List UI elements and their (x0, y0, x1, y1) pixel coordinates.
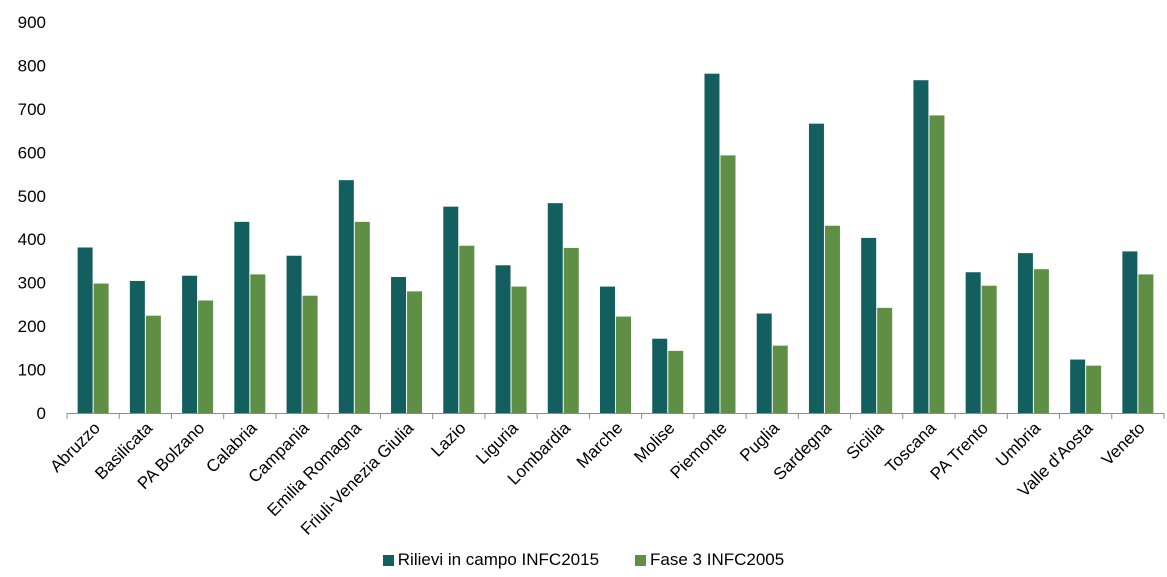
bar-series-1 (808, 123, 824, 413)
bar-series-2 (250, 274, 266, 413)
bar-series-1 (704, 73, 720, 413)
legend-label-series-1: Rilievi in campo INFC2015 (397, 550, 600, 569)
legend-swatch-series-2 (635, 554, 647, 566)
bar-series-2 (1033, 269, 1049, 413)
bar-series-2 (1138, 274, 1154, 413)
bar-series-1 (182, 275, 198, 413)
y-tick-label: 500 (18, 187, 46, 206)
bar-series-1 (913, 80, 929, 413)
bar-series-1 (129, 280, 145, 413)
bar-series-2 (668, 350, 684, 413)
bar-series-2 (1086, 365, 1102, 413)
y-tick-label: 100 (18, 361, 46, 380)
bars (77, 73, 1154, 413)
bar-series-2 (929, 115, 945, 413)
bar-series-1 (861, 237, 877, 413)
bar-series-1 (234, 221, 250, 413)
x-category-label: Piemonte (667, 418, 731, 482)
y-tick-label: 700 (18, 100, 46, 119)
bar-series-1 (286, 255, 302, 413)
x-category-label: Lazio (427, 418, 469, 460)
bar-series-1 (77, 247, 93, 413)
y-tick-label: 800 (18, 56, 46, 75)
x-category-label: PA Trento (927, 418, 992, 483)
bar-series-2 (145, 315, 161, 413)
bar-series-1 (391, 277, 407, 413)
bar-series-2 (772, 345, 788, 413)
bar-series-2 (720, 155, 736, 413)
bar-series-1 (756, 313, 772, 413)
bar-series-2 (302, 295, 318, 413)
legend-item-series-2: Fase 3 INFC2005 (635, 550, 784, 570)
bar-series-2 (354, 221, 370, 413)
bar-series-2 (93, 283, 109, 413)
y-tick-label: 600 (18, 143, 46, 162)
bar-series-2 (877, 307, 893, 413)
bar-series-2 (511, 286, 527, 413)
y-tick-label: 200 (18, 317, 46, 336)
bar-series-2 (824, 225, 840, 413)
bar-series-2 (198, 300, 214, 413)
bar-series-1 (338, 180, 354, 413)
bar-series-1 (547, 203, 563, 413)
bar-series-2 (616, 316, 631, 413)
x-category-label: Puglia (736, 418, 783, 465)
y-tick-label: 300 (18, 274, 46, 293)
bar-series-2 (407, 291, 423, 413)
bar-series-1 (1070, 359, 1086, 413)
y-tick-label: 0 (37, 404, 46, 423)
x-axis-ticks (66, 413, 1165, 419)
bar-series-1 (600, 286, 615, 413)
x-category-label: Sicilia (843, 418, 888, 463)
bar-series-2 (459, 245, 475, 413)
x-category-label: Sardegna (770, 418, 836, 484)
y-tick-label: 900 (18, 13, 46, 32)
bar-series-2 (981, 285, 997, 413)
x-category-label: Emilia Romagna (264, 418, 366, 520)
bar-series-1 (1122, 251, 1138, 413)
bar-series-1 (443, 206, 459, 413)
x-category-label: Molise (630, 418, 678, 466)
y-tick-label: 400 (18, 230, 46, 249)
x-category-label: Veneto (1098, 418, 1149, 469)
x-category-label: Marche (573, 418, 627, 472)
legend: Rilievi in campo INFC2015 Fase 3 INFC200… (0, 550, 1167, 570)
legend-label-series-2: Fase 3 INFC2005 (650, 550, 785, 569)
x-category-label: Liguria (472, 418, 522, 468)
bar-series-1 (652, 338, 668, 413)
x-category-label: Umbria (992, 418, 1045, 471)
legend-item-series-1: Rilievi in campo INFC2015 (382, 550, 600, 570)
bar-series-2 (563, 247, 579, 413)
legend-swatch-series-1 (382, 554, 394, 566)
bar-series-1 (1017, 253, 1033, 413)
bar-series-1 (965, 272, 981, 413)
y-axis-tick-labels: 0 100 200 300 400 500 600 700 800 900 (18, 13, 46, 423)
bar-series-1 (495, 265, 511, 413)
